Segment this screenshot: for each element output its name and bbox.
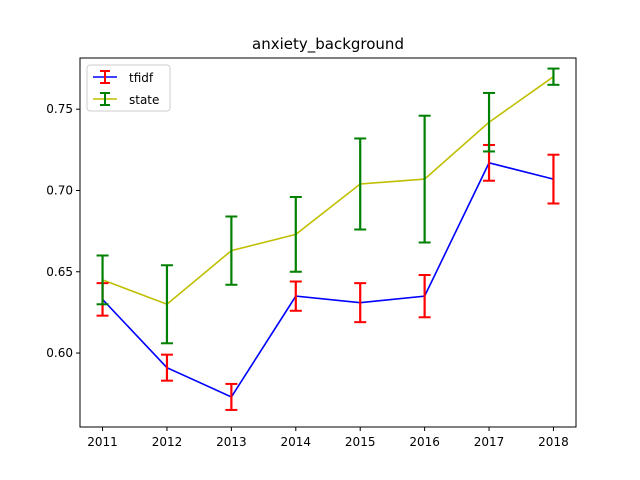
- series-line-state: [102, 76, 554, 306]
- error-bar-tfidf-2014: [289, 280, 302, 312]
- x-tick-label: 2013: [216, 435, 247, 449]
- error-bar-tfidf-2015: [354, 282, 367, 324]
- y-tick-label: 0.70: [46, 183, 73, 197]
- y-tick-label: 0.65: [46, 265, 73, 279]
- x-tick-label: 2011: [87, 435, 118, 449]
- legend-entry-tfidf: tfidf: [93, 70, 154, 85]
- legend: tfidf state: [86, 64, 171, 112]
- x-tick-label: 2014: [281, 435, 312, 449]
- error-bar-tfidf-2018: [547, 153, 560, 205]
- error-bar-tfidf-2012: [160, 353, 173, 382]
- x-tick-label: 2012: [152, 435, 183, 449]
- x-tick-label: 2018: [538, 435, 569, 449]
- x-tick-label: 2017: [474, 435, 505, 449]
- error-bar-state-2015: [354, 137, 367, 231]
- legend-label: state: [129, 93, 159, 107]
- plot-area: [96, 67, 560, 411]
- error-bar-state-2012: [160, 264, 173, 345]
- error-bar-state-2017: [483, 91, 496, 153]
- axes-frame: [79, 57, 577, 428]
- chart-title: anxiety_background: [252, 35, 404, 54]
- error-bar-state-2016: [418, 114, 431, 244]
- error-bar-state-2018: [547, 67, 560, 86]
- x-tick-label: 2015: [345, 435, 376, 449]
- y-tick-label: 0.75: [46, 102, 73, 116]
- error-bar-state-2011: [96, 254, 109, 306]
- legend-label: tfidf: [129, 71, 154, 85]
- error-bar-state-2013: [225, 215, 238, 286]
- legend-entry-state: state: [93, 92, 159, 107]
- error-bar-tfidf-2013: [225, 382, 238, 411]
- axes: 2011 2012 2013 2014 2015 2016 2017 2018 0.60 0.65…: [46, 102, 568, 449]
- error-bar-tfidf-2016: [418, 274, 431, 319]
- series-line-tfidf: [101, 161, 554, 398]
- x-tick-label: 2016: [409, 435, 440, 449]
- error-bar-state-2014: [289, 195, 302, 273]
- y-tick-label: 0.60: [46, 346, 73, 360]
